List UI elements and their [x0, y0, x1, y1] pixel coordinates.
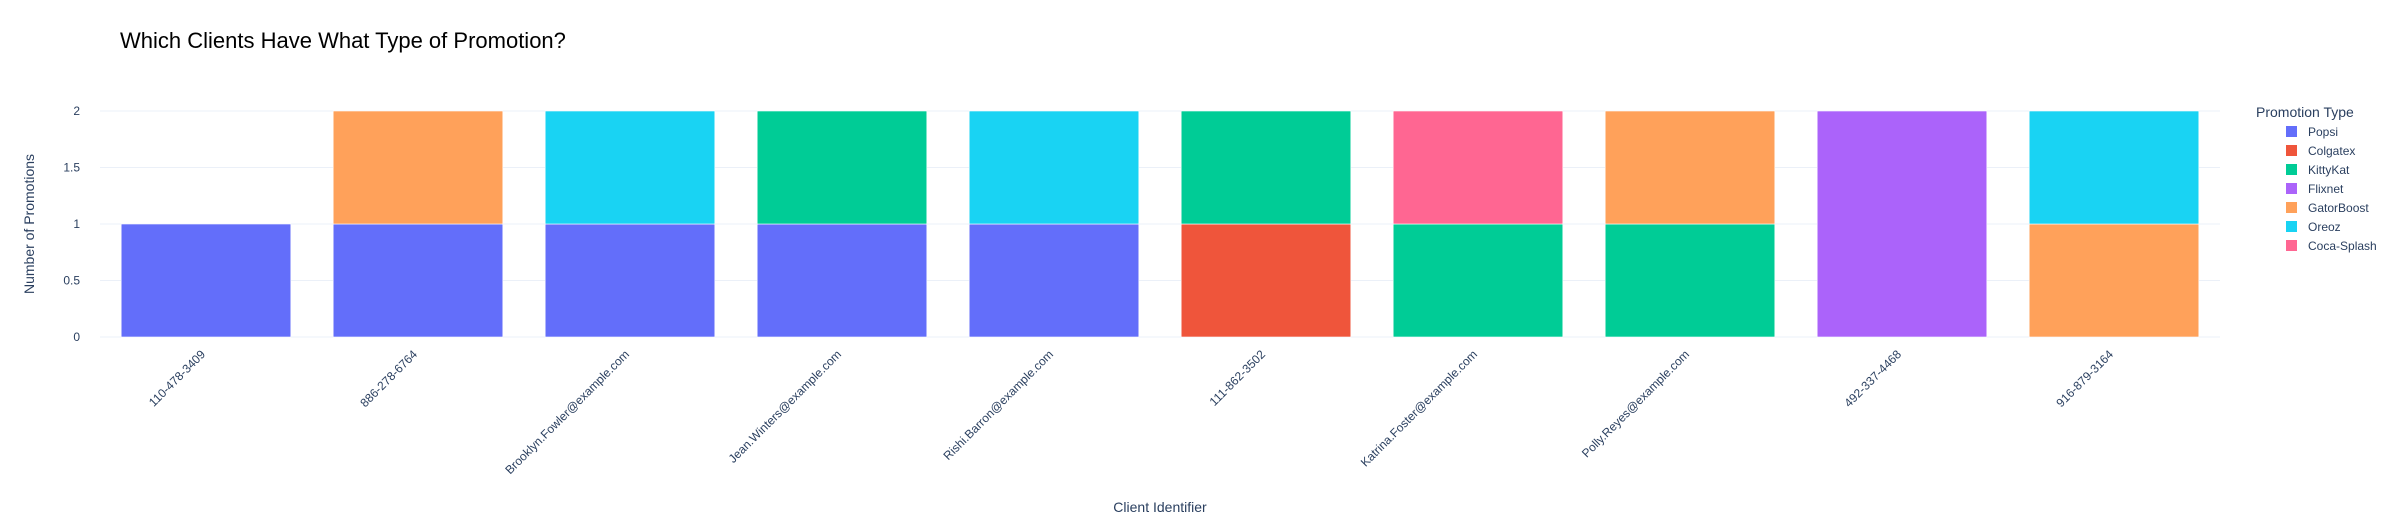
legend-item-label[interactable]: Popsi [2308, 125, 2338, 139]
legend-swatch[interactable] [2286, 164, 2297, 175]
legend-swatch[interactable] [2286, 202, 2297, 213]
bar-segment[interactable] [120, 223, 292, 338]
bar-segment[interactable] [968, 110, 1140, 225]
y-axis-title: Number of Promotions [21, 154, 37, 294]
bar-segment[interactable] [1604, 110, 1776, 225]
bar-segment[interactable] [2028, 110, 2200, 225]
y-tick-label: 1.5 [63, 161, 80, 175]
bar-segment[interactable] [1392, 223, 1564, 338]
x-tick-label: Polly.Reyes@example.com [1579, 347, 1692, 460]
x-tick-labels: 110-478-3409 886-278-6764 Brooklyn.Fowler@… [146, 347, 2116, 477]
legend: Promotion Type Popsi Colgatex KittyKat Flix… [2256, 104, 2377, 253]
y-tick-label: 0.5 [63, 274, 80, 288]
bar-segment[interactable] [1180, 223, 1352, 338]
bar-segment[interactable] [968, 223, 1140, 338]
x-tick-label: 492-337-4468 [1841, 347, 1904, 410]
legend-swatch[interactable] [2286, 240, 2297, 251]
bar-segment[interactable] [756, 223, 928, 338]
x-tick-label: 110-478-3409 [146, 347, 208, 409]
legend-title: Promotion Type [2256, 104, 2354, 120]
legend-swatch[interactable] [2286, 221, 2297, 232]
bar-segment[interactable] [1180, 110, 1352, 225]
legend-item-label[interactable]: Oreoz [2308, 220, 2341, 234]
bar-segment[interactable] [332, 223, 504, 338]
legend-swatch[interactable] [2286, 126, 2297, 137]
x-tick-label: Jean.Winters@example.com [726, 347, 844, 465]
chart-title: Which Clients Have What Type of Promotio… [120, 28, 566, 53]
y-tick-labels: 0 0.5 1 1.5 2 [63, 104, 80, 344]
legend-item-label[interactable]: KittyKat [2308, 163, 2350, 177]
x-tick-label: Katrina.Foster@example.com [1358, 347, 1480, 469]
legend-item-label[interactable]: GatorBoost [2308, 201, 2369, 215]
bar-segment[interactable] [332, 110, 504, 225]
bar-segment[interactable] [756, 110, 928, 225]
y-tick-label: 2 [73, 104, 80, 118]
legend-item-label[interactable]: Coca-Splash [2308, 239, 2377, 253]
x-tick-label: Rishi.Barron@example.com [940, 347, 1056, 463]
x-tick-label: 111-862-3502 [1207, 347, 1269, 409]
y-tick-label: 0 [73, 330, 80, 344]
bar-segment[interactable] [1816, 110, 1988, 338]
x-tick-label: Brooklyn.Fowler@example.com [502, 347, 632, 477]
bar-segment[interactable] [1392, 110, 1564, 225]
bars [120, 110, 2200, 338]
y-tick-label: 1 [73, 217, 80, 231]
x-axis-title: Client Identifier [1113, 499, 1207, 515]
bar-segment[interactable] [1604, 223, 1776, 338]
x-tick-label: 916-879-3164 [2053, 347, 2116, 410]
legend-item-label[interactable]: Colgatex [2308, 144, 2355, 158]
x-tick-label: 886-278-6764 [357, 347, 420, 410]
legend-swatch[interactable] [2286, 183, 2297, 194]
bar-segment[interactable] [2028, 223, 2200, 338]
legend-swatch[interactable] [2286, 145, 2297, 156]
bar-segment[interactable] [544, 110, 716, 225]
bar-segment[interactable] [544, 223, 716, 338]
legend-item-label[interactable]: Flixnet [2308, 182, 2344, 196]
